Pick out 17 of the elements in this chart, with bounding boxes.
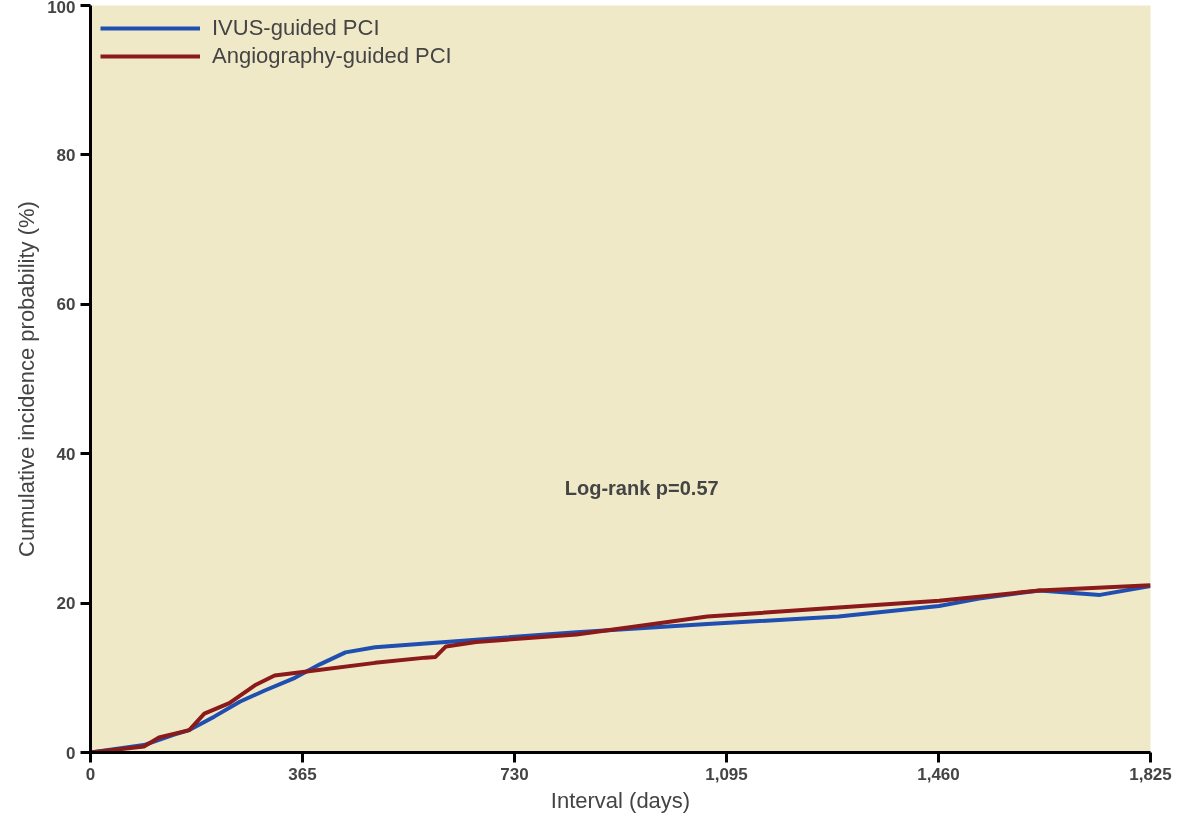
x-tick-label: 0 xyxy=(85,764,96,784)
x-tick-label: 730 xyxy=(500,764,529,784)
y-tick-label: 20 xyxy=(56,594,76,614)
y-tick-label: 40 xyxy=(56,444,76,464)
x-tick-label: 1,095 xyxy=(705,764,748,784)
legend-label: Angiography-guided PCI xyxy=(212,43,452,69)
annotation: Log-rank p=0.57 xyxy=(564,476,719,499)
x-axis-title: Interval (days) xyxy=(550,787,691,813)
x-tick-label: 365 xyxy=(288,764,317,784)
y-tick-label: 0 xyxy=(66,743,76,763)
y-tick-label: 100 xyxy=(47,0,76,17)
y-tick-label: 80 xyxy=(56,145,76,165)
y-tick-label: 60 xyxy=(56,295,76,315)
y-axis-title: Cumulative incidence probability (%) xyxy=(14,201,40,557)
x-tick-label: 1,825 xyxy=(1129,764,1172,784)
x-tick-label: 1,460 xyxy=(917,764,960,784)
legend-label: IVUS-guided PCI xyxy=(212,15,380,41)
